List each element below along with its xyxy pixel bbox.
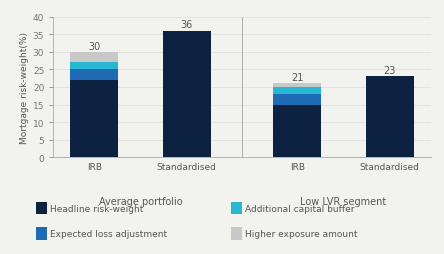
Text: Higher exposure amount: Higher exposure amount: [245, 229, 357, 238]
Text: 21: 21: [291, 73, 304, 83]
Bar: [71, 81, 119, 157]
Text: Additional capital buffer: Additional capital buffer: [245, 204, 355, 213]
Bar: [274, 88, 321, 94]
Bar: [365, 77, 413, 157]
Bar: [274, 84, 321, 88]
Text: Low LVR segment: Low LVR segment: [300, 196, 387, 206]
Text: Average portfolio: Average portfolio: [99, 196, 182, 206]
Bar: [163, 32, 210, 157]
Text: 36: 36: [181, 20, 193, 30]
Text: Expected loss adjustment: Expected loss adjustment: [50, 229, 167, 238]
Bar: [71, 70, 119, 81]
Bar: [71, 63, 119, 70]
Text: 23: 23: [383, 66, 396, 76]
Text: Headline risk-weight: Headline risk-weight: [50, 204, 143, 213]
Bar: [71, 53, 119, 63]
Text: 30: 30: [88, 41, 100, 51]
Y-axis label: Mortgage risk-weight(%): Mortgage risk-weight(%): [20, 32, 28, 144]
Bar: [274, 94, 321, 105]
Bar: [274, 105, 321, 157]
